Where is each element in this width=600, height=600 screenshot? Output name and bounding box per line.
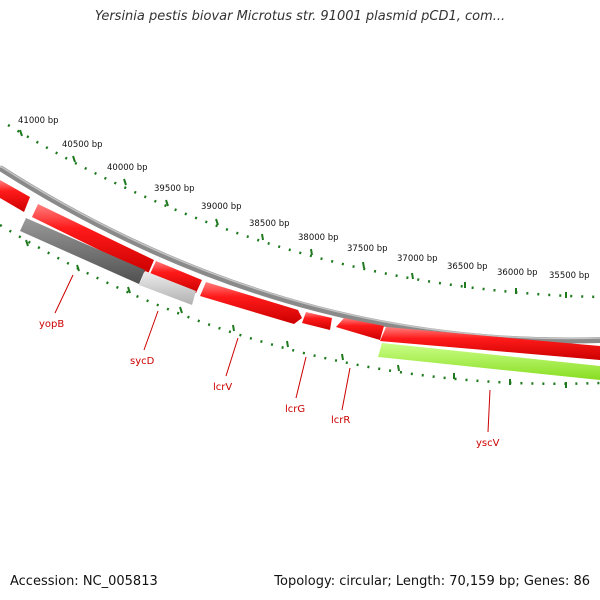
bp-labels: 41000 bp 40500 bp 40000 bp 39500 bp 3900…	[18, 116, 590, 281]
gene-arrow	[0, 180, 30, 212]
gene-label: lcrR	[331, 415, 350, 426]
tick-mark	[310, 248, 313, 256]
tick-mark	[25, 239, 29, 247]
tick-mark	[127, 286, 131, 294]
gene-arrow	[139, 271, 196, 305]
bp-label: 37500 bp	[347, 244, 388, 254]
tick-mark	[19, 129, 23, 137]
gene-arrow	[380, 327, 600, 360]
tick-mark	[362, 261, 365, 269]
forward-genes	[0, 180, 600, 360]
outer-tick-ring	[7, 123, 600, 299]
bp-label: 35500 bp	[549, 271, 590, 281]
bp-label: 36000 bp	[497, 268, 538, 278]
bp-label: 37000 bp	[397, 254, 438, 264]
gene-arrow	[32, 204, 154, 274]
major-ticks-outer	[19, 129, 567, 298]
tick-mark	[341, 353, 344, 361]
connector-line	[54, 274, 74, 314]
map-title: Yersinia pestis biovar Microtus str. 910…	[94, 9, 506, 24]
connector-line	[143, 310, 159, 351]
gene-arrow	[302, 312, 332, 330]
gene-arrow	[200, 282, 302, 324]
connector-line	[487, 389, 491, 433]
gene-label: lcrG	[285, 404, 305, 415]
bp-label: 41000 bp	[18, 116, 59, 126]
bp-label: 39000 bp	[201, 202, 242, 212]
tick-mark	[215, 218, 219, 226]
tick-mark	[123, 178, 127, 186]
tick-mark	[72, 155, 76, 163]
connector-line	[341, 367, 351, 411]
gene-labels: yopB sycD lcrV lcrG lcrR yscV	[39, 319, 500, 449]
connector-line	[295, 356, 307, 399]
tick-mark	[179, 306, 183, 314]
gene-label: yopB	[39, 319, 64, 330]
bp-label: 40500 bp	[62, 140, 103, 150]
label-connectors	[54, 274, 491, 433]
tick-mark	[165, 199, 169, 207]
bp-label: 39500 bp	[154, 184, 195, 194]
reverse-genes	[20, 218, 600, 380]
bp-label: 40000 bp	[107, 163, 148, 173]
gene-arrow	[20, 218, 145, 284]
gene-arrow	[378, 343, 600, 380]
bp-label: 36500 bp	[447, 262, 488, 272]
gene-arrow	[336, 318, 384, 340]
bp-label: 38500 bp	[249, 219, 290, 229]
accession-label: Accession: NC_005813	[10, 574, 158, 589]
tick-mark	[286, 340, 289, 348]
tick-mark	[76, 264, 80, 272]
gene-label: yscV	[476, 438, 500, 449]
bp-label: 38000 bp	[298, 233, 339, 243]
gene-arrow	[150, 261, 202, 293]
gene-label: lcrV	[213, 382, 232, 393]
connector-line	[225, 337, 239, 377]
tick-mark	[397, 364, 400, 372]
major-ticks-inner	[25, 239, 567, 388]
topology-summary: Topology: circular; Length: 70,159 bp; G…	[274, 574, 590, 589]
tick-mark	[411, 272, 414, 280]
gene-label: sycD	[130, 356, 155, 367]
tick-mark	[232, 324, 235, 332]
tick-mark	[261, 233, 264, 241]
